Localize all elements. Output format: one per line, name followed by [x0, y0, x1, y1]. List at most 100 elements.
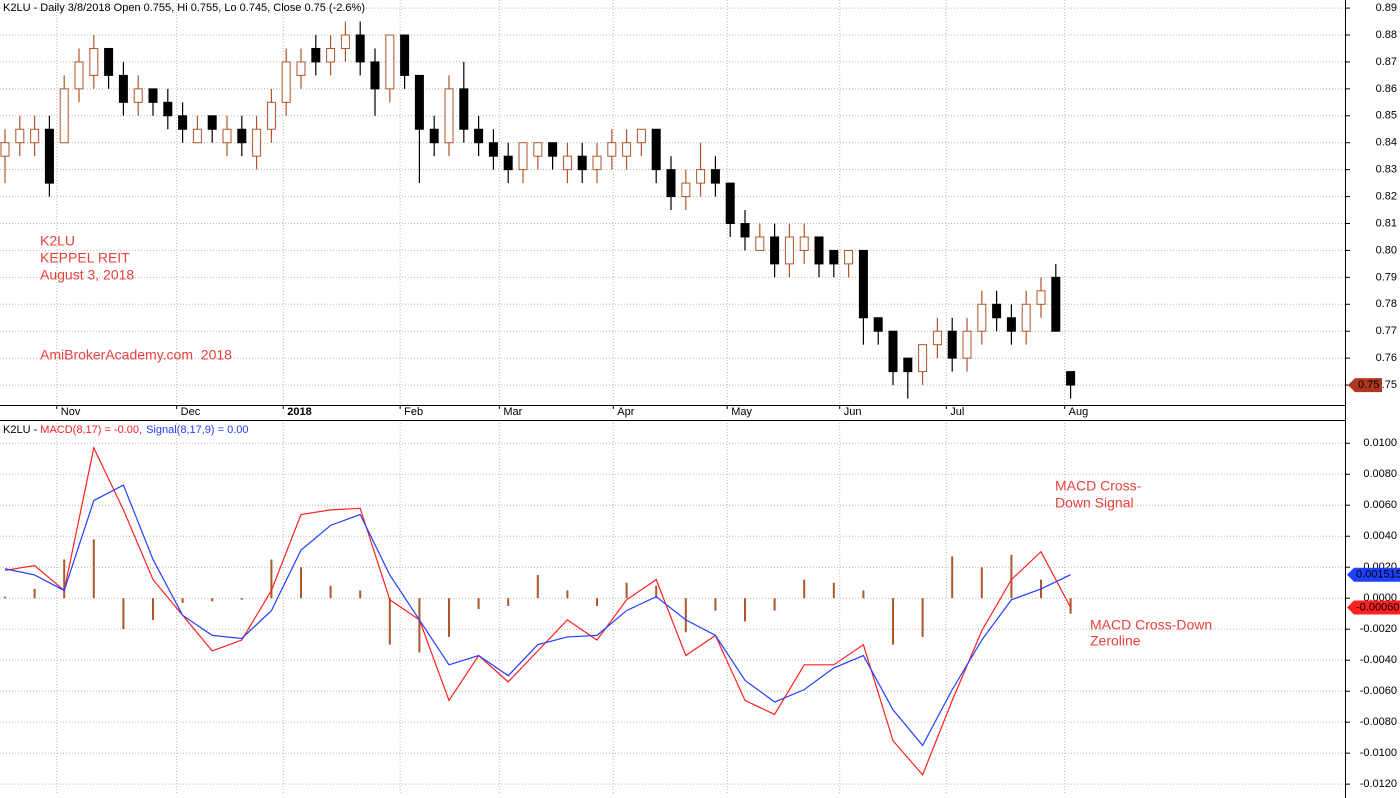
histogram-bar: [832, 582, 835, 599]
annotation: MACD Cross-Down: [1090, 617, 1212, 633]
histogram-bar: [655, 585, 658, 599]
candle-body: [385, 34, 395, 90]
candle-body: [133, 88, 143, 103]
annotation: AmiBrokerAcademy.com 2018: [40, 347, 232, 363]
last-value-box: [1347, 600, 1400, 615]
candle-body: [178, 115, 188, 130]
histogram-bar: [951, 556, 954, 599]
candle-body: [947, 330, 957, 359]
x-tick-label: Mar: [503, 406, 522, 418]
candle-body: [962, 330, 972, 359]
candle-body: [444, 88, 454, 144]
candle-body: [237, 128, 247, 144]
candle-body: [873, 317, 883, 332]
candle-body: [459, 88, 469, 130]
y-tick-label: 0.84: [1376, 137, 1397, 149]
candle-body: [104, 47, 114, 76]
annotation: August 3, 2018: [40, 267, 134, 283]
candle-body: [533, 142, 543, 157]
y-tick-label: -0.0040: [1360, 654, 1397, 666]
candle-body: [370, 61, 380, 90]
histogram-bar: [181, 598, 184, 603]
candle-body: [503, 155, 513, 171]
histogram-bar: [92, 539, 95, 599]
y-tick-label: 0.88: [1376, 29, 1397, 41]
annotation: Zeroline: [1090, 633, 1141, 649]
candle-body: [296, 61, 306, 76]
y-tick-label: -0.0020: [1360, 623, 1397, 635]
candle-body: [414, 74, 424, 130]
candle-body: [770, 236, 780, 265]
x-tick-label: Jul: [950, 406, 964, 418]
histogram-bar: [418, 598, 421, 653]
candle-body: [725, 182, 735, 225]
histogram-bar: [1010, 554, 1013, 599]
y-tick-label: 0.0060: [1363, 499, 1397, 511]
candle-body: [651, 128, 661, 171]
candle-body: [252, 128, 262, 157]
y-tick-label: 0.87: [1376, 56, 1397, 68]
y-tick-label: 0.86: [1376, 83, 1397, 95]
y-tick-label: -0.0120: [1360, 778, 1397, 790]
histogram-bar: [211, 598, 214, 602]
candle-body: [858, 249, 868, 319]
candle-body: [0, 142, 10, 157]
histogram-bar: [921, 598, 924, 637]
histogram-bar: [448, 598, 451, 637]
y-tick-label: 0.78: [1376, 298, 1397, 310]
histogram-bar: [388, 598, 391, 645]
x-tick-label: Aug: [1069, 406, 1089, 418]
candle-body: [15, 128, 25, 144]
candle-body: [562, 155, 572, 171]
y-tick-label: -0.0060: [1360, 685, 1397, 697]
candle-body: [710, 169, 720, 184]
candle-body: [266, 101, 276, 130]
candle-body: [607, 142, 617, 157]
candle-body: [977, 303, 987, 332]
candle-body: [488, 142, 498, 157]
chart-title: K2LU - Daily 3/8/2018 Open 0.755, Hi 0.7…: [3, 2, 365, 14]
candle-body: [89, 47, 99, 76]
candle-body: [799, 236, 809, 251]
candle-body: [1006, 317, 1016, 332]
histogram-bar: [240, 598, 243, 600]
legend-entry: Signal(8,17,9) = 0.00: [146, 424, 248, 436]
indicator-line: [4, 484, 1071, 747]
histogram-bar: [300, 567, 303, 599]
candle-body: [311, 47, 321, 63]
candle-body: [355, 34, 365, 63]
candle-body: [784, 236, 794, 265]
legend-entry: MACD(8,17) = -0.00,: [40, 424, 142, 436]
histogram-bar: [33, 588, 36, 599]
candle-body: [814, 236, 824, 265]
candle-body: [74, 61, 84, 90]
histogram-bar: [744, 598, 747, 622]
candle-body: [222, 128, 232, 144]
annotation: Down Signal: [1055, 495, 1134, 511]
last-price-label: 0.75: [1358, 379, 1379, 391]
annotation: K2LU: [40, 233, 75, 249]
annotation: KEPPEL REIT: [40, 250, 130, 266]
candle-body: [592, 155, 602, 171]
candle-body: [1066, 371, 1076, 386]
annotation: MACD Cross-: [1055, 478, 1142, 494]
histogram-bar: [773, 598, 776, 611]
histogram-bar: [684, 598, 687, 633]
legend-title: K2LU -: [3, 424, 40, 436]
candle-body: [192, 128, 202, 144]
last-price-box: [1348, 378, 1382, 393]
candle-body: [148, 88, 158, 103]
candle-body: [44, 128, 54, 184]
candle-body: [400, 34, 410, 76]
candle-body: [326, 47, 336, 63]
x-tick-label: May: [731, 406, 752, 418]
plot-layer: [0, 0, 1345, 795]
candle-body: [1051, 276, 1061, 332]
candle-body: [888, 330, 898, 373]
candle-body: [903, 357, 913, 373]
y-tick-label: 0.0040: [1363, 530, 1397, 542]
histogram-bar: [536, 574, 539, 599]
histogram-bar: [152, 598, 155, 620]
candle-body: [696, 169, 706, 184]
